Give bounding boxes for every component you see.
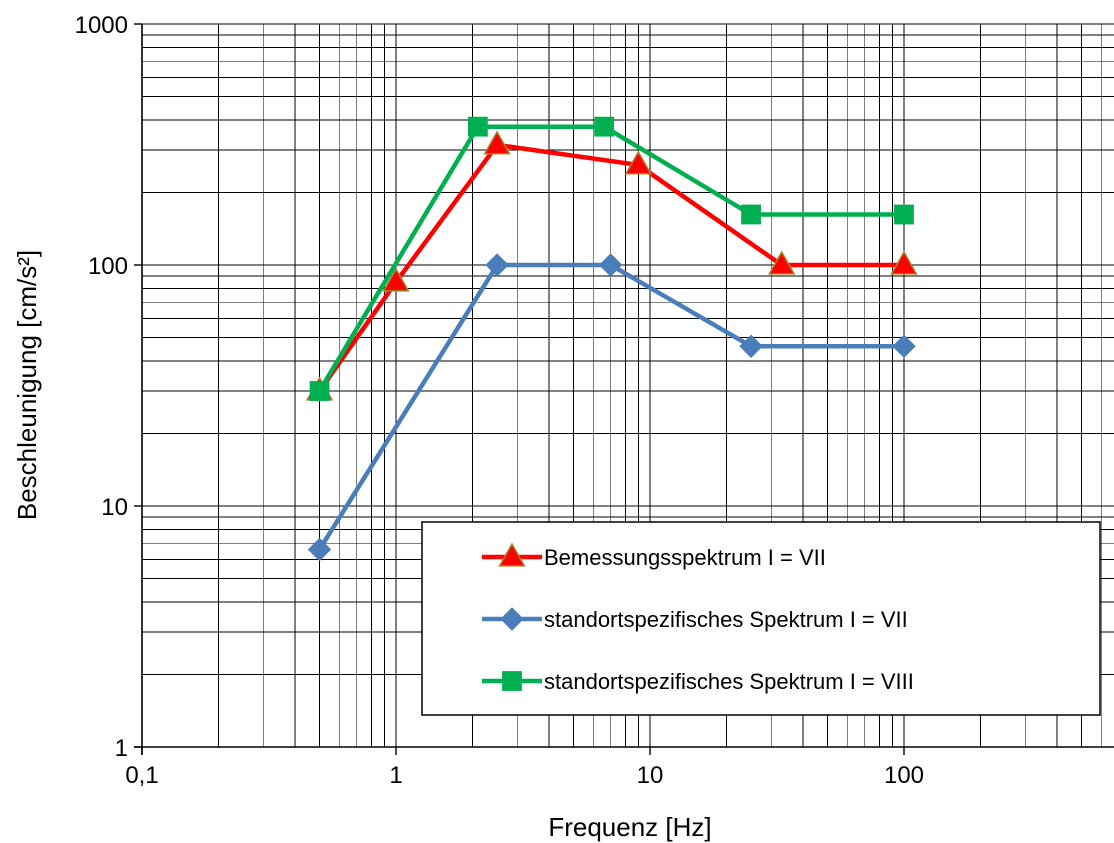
legend-label: standortspezifisches Spektrum I = VIII [544, 669, 914, 694]
square-marker [894, 204, 914, 225]
legend-label: standortspezifisches Spektrum I = VII [544, 607, 908, 632]
series-2 [307, 253, 916, 562]
series-line [317, 142, 904, 393]
legend-entry-2: standortspezifisches Spektrum I = VII [482, 607, 908, 632]
y-tick-label: 1 [115, 735, 128, 762]
diamond-marker [892, 334, 916, 358]
series-line [317, 262, 904, 551]
square-marker [309, 381, 330, 401]
y-tick-label: 100 [88, 253, 128, 280]
x-tick-label: 0,1 [125, 762, 158, 789]
x-tick-label: 1 [389, 762, 402, 789]
series-3 [309, 116, 914, 401]
square-marker [741, 204, 761, 225]
legend-entry-1: Bemessungsspektrum I = VII [482, 542, 826, 570]
square-marker [502, 671, 522, 691]
legend-entry-3: standortspezifisches Spektrum I = VIII [482, 669, 914, 694]
square-marker [467, 116, 488, 137]
triangle-marker [890, 250, 918, 275]
square-marker [594, 116, 615, 137]
triangle-marker [498, 542, 526, 567]
diamond-marker [598, 253, 623, 277]
triangle-marker [483, 130, 511, 155]
series-layer [305, 116, 918, 562]
y-tick-label: 10 [101, 494, 128, 521]
x-axis-title: Frequenz [Hz] [548, 812, 711, 842]
x-tick-label: 10 [637, 762, 664, 789]
diamond-marker [307, 537, 332, 562]
triangle-marker [624, 150, 653, 175]
triangle-marker [382, 267, 410, 292]
diamond-marker [739, 334, 763, 358]
diamond-marker [485, 253, 509, 277]
y-tick-label: 1000 [75, 12, 128, 39]
y-axis-title: Beschleunigung [cm/s²] [12, 250, 42, 520]
diamond-marker [500, 607, 524, 631]
triangle-marker [768, 250, 796, 275]
legend: Bemessungsspektrum I = VII standortspezif… [421, 521, 1101, 716]
x-tick-label: 100 [884, 762, 924, 789]
legend-label: Bemessungsspektrum I = VII [544, 545, 826, 570]
